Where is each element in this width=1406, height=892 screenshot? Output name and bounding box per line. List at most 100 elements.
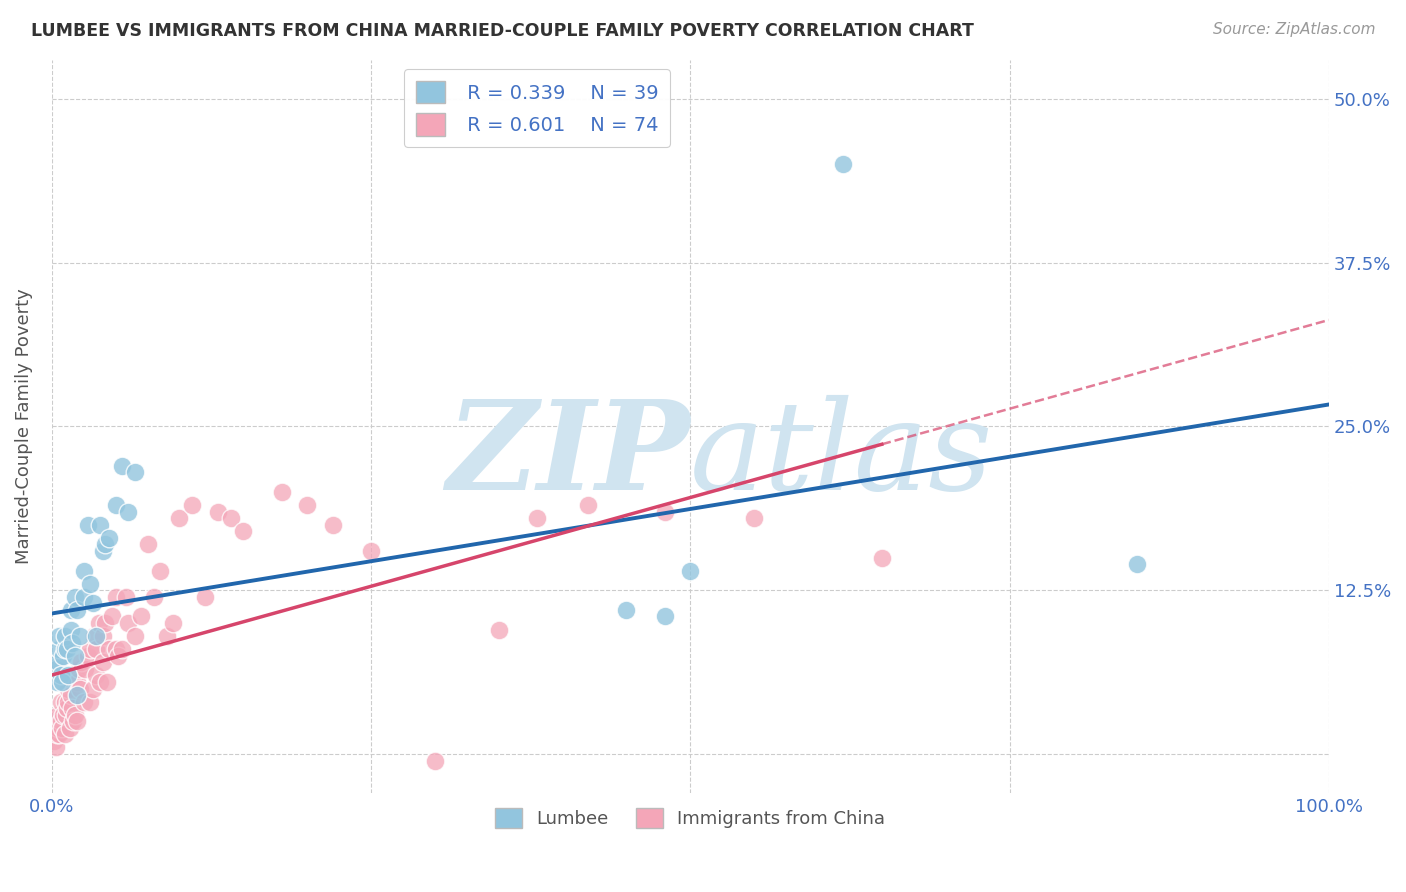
Point bbox=[94, 615, 117, 630]
Point bbox=[69, 681, 91, 696]
Point bbox=[832, 157, 855, 171]
Text: ZIP: ZIP bbox=[447, 395, 690, 516]
Point bbox=[654, 505, 676, 519]
Point bbox=[117, 505, 139, 519]
Point bbox=[488, 623, 510, 637]
Point bbox=[56, 701, 79, 715]
Point bbox=[270, 485, 292, 500]
Point bbox=[96, 675, 118, 690]
Point bbox=[63, 648, 86, 663]
Text: Source: ZipAtlas.com: Source: ZipAtlas.com bbox=[1212, 22, 1375, 37]
Point bbox=[1126, 557, 1149, 571]
Text: atlas: atlas bbox=[690, 395, 994, 516]
Point bbox=[423, 754, 446, 768]
Point bbox=[73, 590, 96, 604]
Point bbox=[53, 695, 76, 709]
Point bbox=[73, 662, 96, 676]
Point bbox=[104, 498, 127, 512]
Point bbox=[63, 590, 86, 604]
Point bbox=[66, 675, 89, 690]
Point bbox=[49, 714, 72, 729]
Point bbox=[742, 511, 765, 525]
Point bbox=[219, 511, 242, 525]
Point bbox=[181, 498, 204, 512]
Point bbox=[124, 466, 146, 480]
Point bbox=[73, 564, 96, 578]
Point bbox=[49, 695, 72, 709]
Point bbox=[51, 721, 73, 735]
Point bbox=[55, 707, 77, 722]
Point bbox=[654, 609, 676, 624]
Point bbox=[79, 642, 101, 657]
Point bbox=[98, 531, 121, 545]
Point bbox=[526, 511, 548, 525]
Point bbox=[91, 544, 114, 558]
Point bbox=[67, 662, 90, 676]
Point bbox=[162, 615, 184, 630]
Point bbox=[52, 707, 75, 722]
Point bbox=[45, 740, 67, 755]
Point bbox=[66, 714, 89, 729]
Point bbox=[169, 511, 191, 525]
Point bbox=[322, 517, 344, 532]
Point bbox=[59, 603, 82, 617]
Point bbox=[104, 642, 127, 657]
Y-axis label: Married-Couple Family Poverty: Married-Couple Family Poverty bbox=[15, 289, 32, 565]
Point bbox=[107, 648, 129, 663]
Point bbox=[48, 642, 70, 657]
Point bbox=[45, 727, 67, 741]
Point bbox=[104, 590, 127, 604]
Point bbox=[232, 524, 254, 539]
Point bbox=[295, 498, 318, 512]
Point bbox=[94, 537, 117, 551]
Point bbox=[59, 623, 82, 637]
Point bbox=[86, 668, 108, 682]
Point bbox=[51, 675, 73, 690]
Point bbox=[86, 629, 108, 643]
Point bbox=[136, 537, 159, 551]
Point bbox=[58, 668, 80, 682]
Point bbox=[79, 576, 101, 591]
Point bbox=[69, 629, 91, 643]
Point bbox=[46, 707, 69, 722]
Point bbox=[149, 564, 172, 578]
Point bbox=[66, 688, 89, 702]
Point bbox=[100, 609, 122, 624]
Point bbox=[70, 656, 93, 670]
Point bbox=[46, 656, 69, 670]
Point bbox=[49, 668, 72, 682]
Point bbox=[60, 635, 83, 649]
Point bbox=[111, 458, 134, 473]
Point bbox=[82, 596, 104, 610]
Point bbox=[870, 550, 893, 565]
Point bbox=[91, 656, 114, 670]
Point bbox=[45, 675, 67, 690]
Point bbox=[156, 629, 179, 643]
Point bbox=[63, 668, 86, 682]
Point bbox=[117, 615, 139, 630]
Point bbox=[76, 648, 98, 663]
Point bbox=[48, 727, 70, 741]
Point bbox=[114, 590, 136, 604]
Legend: Lumbee, Immigrants from China: Lumbee, Immigrants from China bbox=[488, 800, 893, 836]
Point bbox=[53, 642, 76, 657]
Point bbox=[83, 629, 105, 643]
Point bbox=[62, 714, 84, 729]
Point bbox=[91, 629, 114, 643]
Point bbox=[45, 662, 67, 676]
Point bbox=[58, 695, 80, 709]
Point bbox=[63, 707, 86, 722]
Point bbox=[360, 544, 382, 558]
Point bbox=[111, 642, 134, 657]
Point bbox=[142, 590, 165, 604]
Point bbox=[207, 505, 229, 519]
Point bbox=[98, 642, 121, 657]
Point bbox=[87, 615, 110, 630]
Point bbox=[46, 721, 69, 735]
Point bbox=[129, 609, 152, 624]
Point bbox=[53, 629, 76, 643]
Point bbox=[59, 721, 82, 735]
Point bbox=[52, 648, 75, 663]
Point bbox=[89, 517, 111, 532]
Point bbox=[53, 727, 76, 741]
